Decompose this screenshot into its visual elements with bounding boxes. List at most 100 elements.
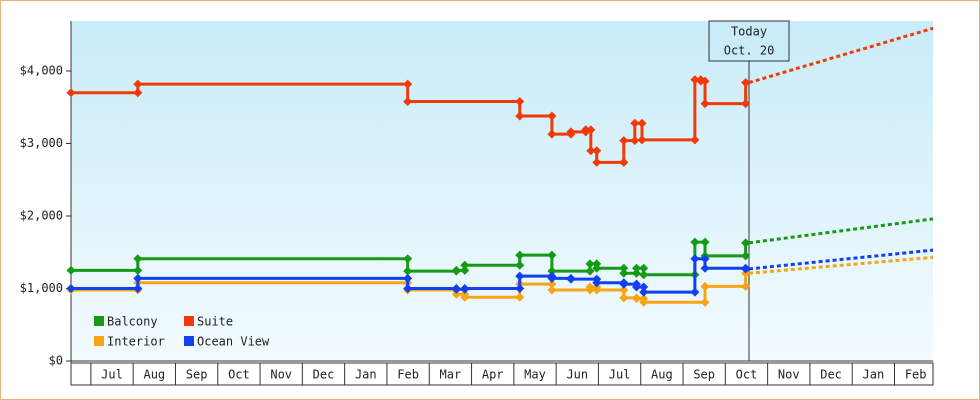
marker [547,279,557,289]
marker [619,279,629,289]
marker [700,281,710,291]
marker [515,284,525,294]
forecast-line [748,217,934,245]
marker [515,111,525,121]
x-tick-label: Dec [820,368,842,382]
marker [451,265,461,275]
legend-label: Balcony [107,315,158,329]
marker [515,271,525,281]
marker [741,281,751,291]
marker [619,293,629,303]
marker [403,273,413,283]
legend-label: Ocean View [197,335,270,349]
x-tick-label: Oct [736,368,758,382]
x-tick-label: Jul [609,368,631,382]
x-tick-label: Aug [143,368,165,382]
x-tick-label: May [524,368,546,382]
x-tick-label: Nov [778,368,800,382]
marker [515,260,525,270]
marker [133,265,143,275]
marker [586,146,596,156]
marker [639,287,649,297]
marker [637,135,647,145]
marker [690,237,700,247]
marker [741,99,751,109]
marker [133,273,143,283]
marker [619,268,629,278]
marker [690,287,700,297]
marker [700,297,710,307]
today-label: Today [731,25,767,39]
marker [451,289,461,299]
marker [700,237,710,247]
marker [630,136,640,146]
marker [66,284,76,294]
marker [700,263,710,273]
marker [639,282,649,292]
x-tick-label: Dec [313,368,335,382]
marker [403,79,413,89]
marker [592,157,602,167]
marker [66,88,76,98]
legend-label: Suite [197,315,233,329]
marker [566,127,576,137]
marker [133,284,143,294]
legend-swatch [184,336,194,346]
marker [630,118,640,128]
marker [639,263,649,273]
x-tick-label: Jun [566,368,588,382]
today-label: Oct. 20 [724,44,775,58]
marker [741,78,751,88]
marker [460,284,470,294]
today-box [708,20,790,62]
marker [515,292,525,302]
marker [639,270,649,280]
marker [619,136,629,146]
x-tick-label: Jan [863,368,885,382]
marker [547,285,557,295]
x-tick-label: Aug [651,368,673,382]
marker [700,76,710,86]
marker [637,118,647,128]
x-tick-label: Apr [482,368,504,382]
legend-label: Interior [107,335,165,349]
marker [460,260,470,270]
legend-swatch [184,316,194,326]
x-tick-label: Oct [228,368,250,382]
y-tick-label: $2,000 [20,209,63,223]
marker [451,284,461,294]
marker [700,99,710,109]
marker [585,259,595,269]
plot-background [71,21,933,361]
legend-swatch [94,336,104,346]
marker [632,294,642,304]
marker [586,125,596,135]
marker [133,88,143,98]
marker [619,285,629,295]
marker [403,266,413,276]
marker [547,111,557,121]
x-tick-label: Jul [101,368,123,382]
marker [619,263,629,273]
y-tick-label: $3,000 [20,136,63,150]
y-tick-label: $0 [49,354,63,368]
marker [133,79,143,89]
x-tick-label: Jan [355,368,377,382]
marker [632,263,642,273]
marker [632,268,642,278]
marker [585,282,595,292]
x-tick-label: Feb [905,368,927,382]
forecast-line [748,26,934,85]
x-tick-label: Sep [186,368,208,382]
y-tick-label: $1,000 [20,281,63,295]
marker [460,292,470,302]
marker [592,285,602,295]
marker [639,297,649,307]
marker [592,278,602,288]
marker [515,96,525,106]
marker [547,266,557,276]
marker [619,157,629,167]
legend-swatch [94,316,104,326]
